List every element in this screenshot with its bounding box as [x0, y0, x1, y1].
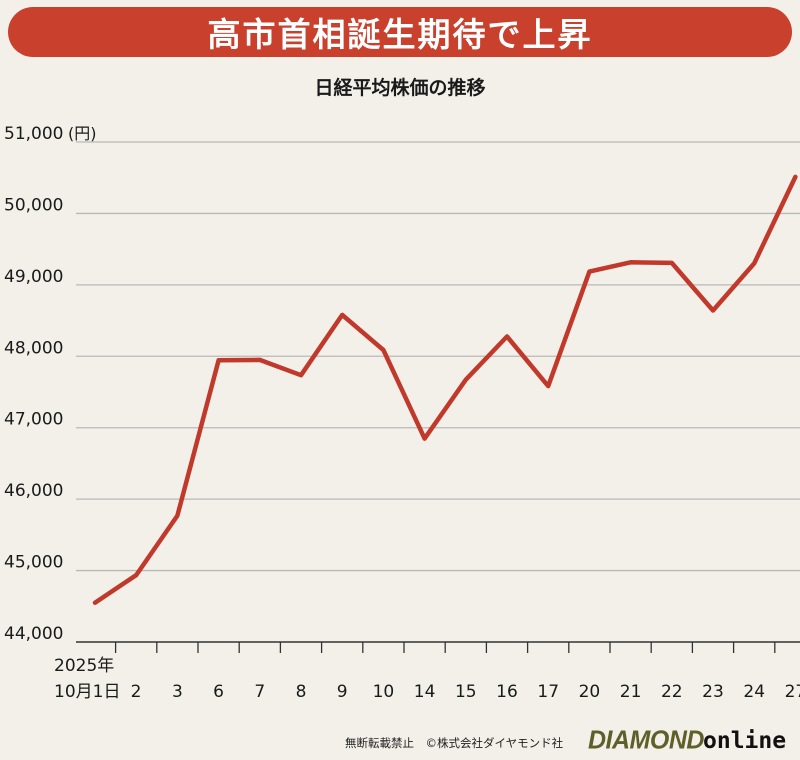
x-tick-label: 15: [455, 682, 477, 702]
y-tick-label: 48,000: [4, 338, 63, 358]
x-tick-label: 20: [579, 682, 601, 702]
x-tick-label: 3: [172, 682, 183, 702]
x-tick-label: 24: [743, 682, 765, 702]
x-tick-label: 10: [373, 682, 395, 702]
x-tick-label: 27: [785, 682, 800, 702]
x-tick-label: 17: [537, 682, 559, 702]
y-unit-label: (円): [68, 124, 97, 143]
x-tick-label: 2: [131, 682, 142, 702]
x-tick-label: 7: [254, 682, 265, 702]
chart-title: 高市首相誕生期待で上昇: [207, 15, 593, 54]
x-tick-label: 8: [296, 682, 307, 702]
y-tick-label: 46,000: [4, 481, 63, 501]
x-tick-label: 21: [620, 682, 642, 702]
y-tick-label: 49,000: [4, 267, 63, 287]
x-tick-label: 9: [337, 682, 348, 702]
x-year-label: 2025年: [54, 656, 114, 676]
y-tick-label: 45,000: [4, 553, 63, 573]
x-tick-label: 14: [414, 682, 436, 702]
series-line: [92, 174, 798, 605]
title-banner: 高市首相誕生期待で上昇: [8, 7, 792, 57]
x-tick-label: 10月1日: [54, 682, 120, 702]
y-tick-label: 47,000: [4, 410, 63, 430]
x-tick-label: 23: [702, 682, 724, 702]
y-tick-label: 50,000: [4, 195, 63, 215]
x-tick-label: 16: [496, 682, 518, 702]
x-tick-label: 6: [213, 682, 224, 702]
y-tick-label: 44,000: [4, 624, 63, 644]
y-tick-label: 51,000: [4, 124, 63, 144]
chart-subtitle: 日経平均株価の推移: [314, 77, 486, 99]
x-tick-label: 22: [661, 682, 683, 702]
